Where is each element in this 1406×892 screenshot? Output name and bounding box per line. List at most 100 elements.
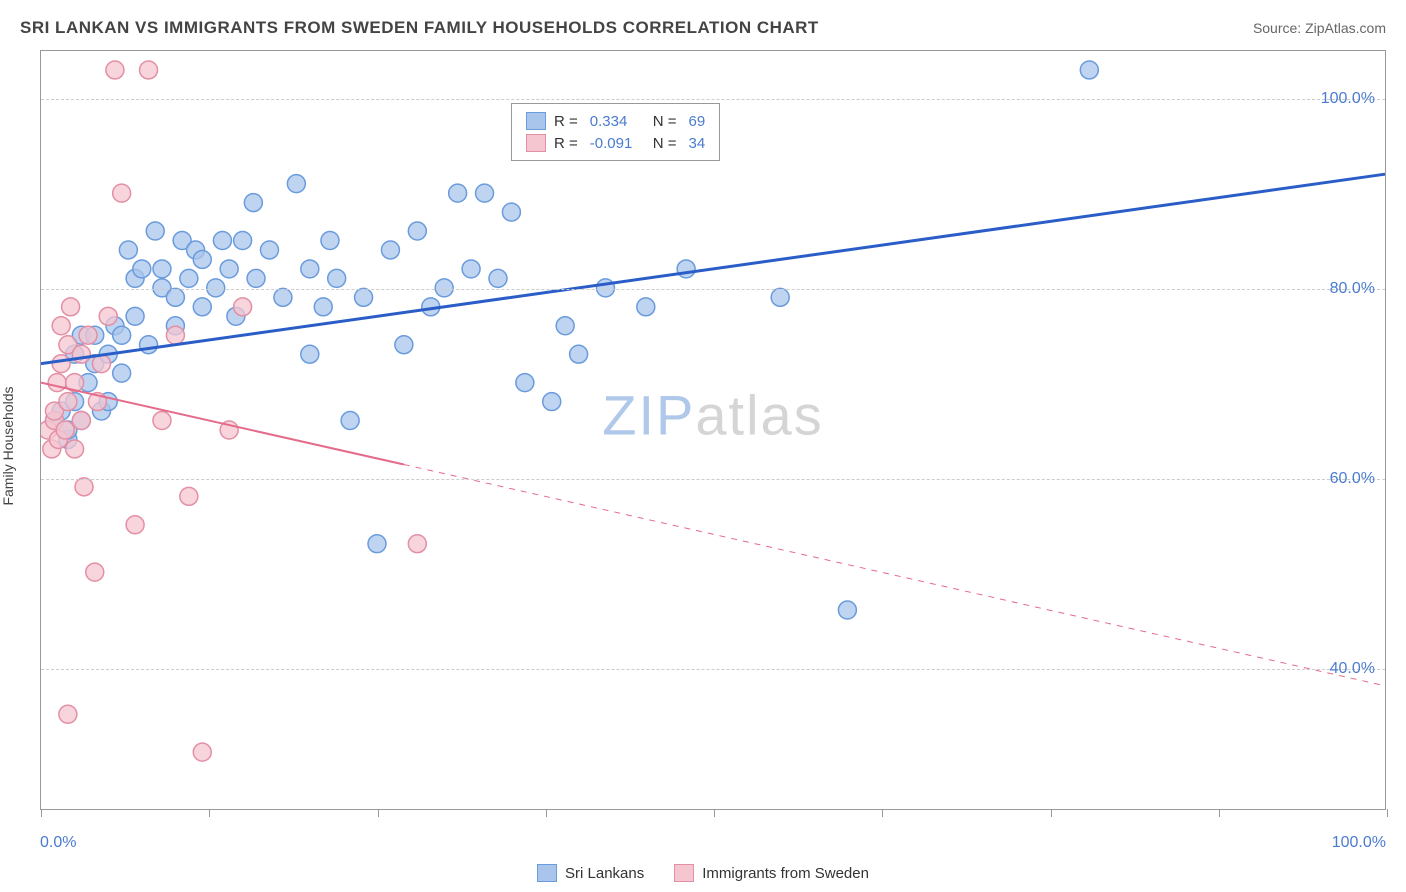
scatter-point — [341, 412, 359, 430]
scatter-point — [234, 298, 252, 316]
legend-correlation-row: R =-0.091N =34 — [526, 132, 705, 154]
scatter-point — [287, 175, 305, 193]
scatter-point — [193, 743, 211, 761]
x-tick — [1387, 809, 1388, 817]
scatter-point — [62, 298, 80, 316]
scatter-point — [476, 184, 494, 202]
x-tick — [1051, 809, 1052, 817]
chart-title: SRI LANKAN VS IMMIGRANTS FROM SWEDEN FAM… — [20, 18, 819, 38]
chart-source: Source: ZipAtlas.com — [1253, 20, 1386, 36]
scatter-point — [321, 232, 339, 250]
legend-n-label: N = — [653, 135, 677, 152]
legend-series-label: Sri Lankans — [565, 865, 644, 882]
scatter-point — [79, 326, 97, 344]
legend-r-label: R = — [554, 113, 578, 130]
scatter-point — [637, 298, 655, 316]
scatter-point — [66, 440, 84, 458]
legend-series-item: Immigrants from Sweden — [674, 864, 869, 882]
scatter-point — [368, 535, 386, 553]
scatter-point — [408, 222, 426, 240]
y-axis-label: Family Households — [0, 386, 16, 505]
scatter-point — [126, 307, 144, 325]
source-label: Source: — [1253, 20, 1301, 36]
x-tick — [209, 809, 210, 817]
scatter-point — [556, 317, 574, 335]
legend-swatch — [526, 134, 546, 152]
scatter-point — [86, 563, 104, 581]
scatter-point — [489, 269, 507, 287]
scatter-point — [153, 260, 171, 278]
scatter-point — [146, 222, 164, 240]
grid-line — [41, 289, 1385, 290]
scatter-point — [72, 412, 90, 430]
scatter-point — [113, 184, 131, 202]
legend-correlation-row: R = 0.334 N = 69 — [526, 110, 705, 132]
legend-correlation: R =0.334N =69R =-0.091N =34 — [511, 103, 720, 161]
scatter-point — [113, 326, 131, 344]
scatter-point — [99, 307, 117, 325]
legend-r-value: 0.334 — [590, 113, 645, 130]
x-tick — [41, 809, 42, 817]
legend-r-value: -0.091 — [590, 135, 645, 152]
scatter-point — [133, 260, 151, 278]
grid-line — [41, 99, 1385, 100]
grid-line — [41, 479, 1385, 480]
x-tick — [714, 809, 715, 817]
legend-swatch — [537, 864, 557, 882]
scatter-point — [52, 355, 70, 373]
scatter-point — [408, 535, 426, 553]
scatter-point — [180, 269, 198, 287]
scatter-point — [449, 184, 467, 202]
legend-series: Sri Lankans Immigrants from Sweden — [537, 864, 869, 882]
scatter-point — [72, 345, 90, 363]
scatter-point — [301, 345, 319, 363]
grid-line — [41, 669, 1385, 670]
scatter-point — [301, 260, 319, 278]
scatter-point — [771, 288, 789, 306]
scatter-point — [166, 288, 184, 306]
y-tick-label: 100.0% — [1321, 90, 1375, 108]
scatter-point — [274, 288, 292, 306]
scatter-point — [381, 241, 399, 259]
scatter-point — [166, 326, 184, 344]
y-tick-label: 60.0% — [1330, 470, 1375, 488]
scatter-point — [56, 421, 74, 439]
source-value: ZipAtlas.com — [1305, 20, 1386, 36]
x-tick — [546, 809, 547, 817]
scatter-point — [355, 288, 373, 306]
scatter-point — [140, 61, 158, 79]
scatter-point — [516, 374, 534, 392]
legend-swatch — [526, 112, 546, 130]
scatter-point — [48, 374, 66, 392]
chart-header: SRI LANKAN VS IMMIGRANTS FROM SWEDEN FAM… — [20, 18, 1386, 38]
chart-container: SRI LANKAN VS IMMIGRANTS FROM SWEDEN FAM… — [0, 0, 1406, 892]
scatter-point — [126, 516, 144, 534]
scatter-point — [213, 232, 231, 250]
scatter-point — [838, 601, 856, 619]
legend-r-label: R = — [554, 135, 578, 152]
trend-line — [41, 174, 1385, 363]
trend-line-dashed — [404, 464, 1385, 685]
scatter-point — [140, 336, 158, 354]
legend-swatch — [674, 864, 694, 882]
scatter-point — [234, 232, 252, 250]
scatter-point — [502, 203, 520, 221]
scatter-point — [59, 393, 77, 411]
scatter-point — [314, 298, 332, 316]
x-axis-label-right: 100.0% — [1332, 834, 1386, 852]
scatter-point — [543, 393, 561, 411]
scatter-point — [75, 478, 93, 496]
scatter-point — [106, 61, 124, 79]
chart-frame: ZIPatlas R =0.334N =69R =-0.091N =34 40.… — [40, 50, 1386, 810]
x-axis-label-left: 0.0% — [40, 834, 76, 852]
plot-area — [41, 51, 1385, 809]
legend-n-label: N = — [653, 113, 677, 130]
plot-svg — [41, 51, 1385, 809]
scatter-point — [220, 260, 238, 278]
legend-series-item: Sri Lankans — [537, 864, 644, 882]
scatter-point — [59, 705, 77, 723]
legend-n-value: 69 — [689, 113, 706, 130]
scatter-point — [193, 298, 211, 316]
scatter-point — [180, 487, 198, 505]
scatter-point — [193, 250, 211, 268]
